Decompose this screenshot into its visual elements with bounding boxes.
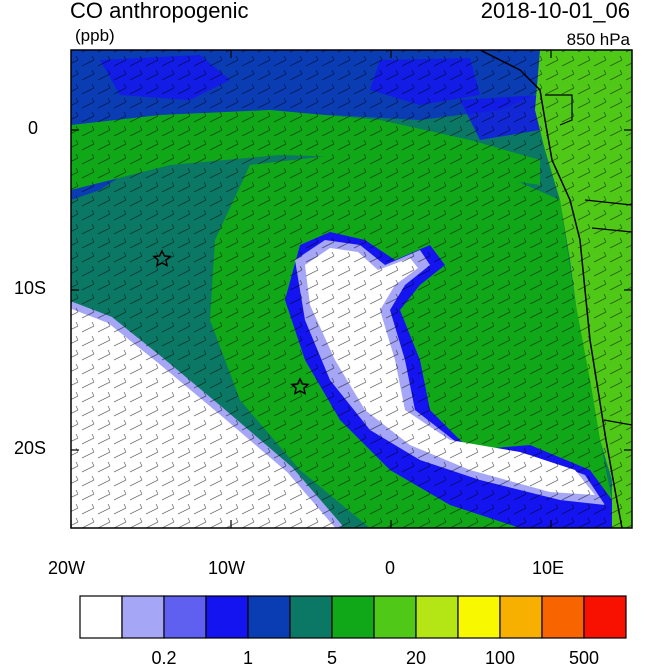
colorbar-swatch — [121, 595, 165, 639]
figure-title: CO anthropogenic — [70, 0, 249, 23]
colorbar-swatch — [163, 595, 207, 639]
colorbar-label: 0.2 — [151, 648, 177, 668]
colorbar-swatch — [205, 595, 249, 639]
lat-label-20s: 20S — [14, 438, 47, 458]
lat-label-0: 0 — [28, 118, 39, 138]
colorbar-swatch — [415, 595, 459, 639]
figure-units: (ppb) — [75, 26, 115, 45]
colorbar-label: 1 — [242, 648, 254, 668]
colorbar-label: 500 — [568, 648, 600, 668]
country-borders — [545, 94, 632, 426]
wind-barbs — [71, 50, 632, 528]
colorbar-swatch — [541, 595, 585, 639]
colorbar-swatch — [457, 595, 501, 639]
colorbar-swatch — [331, 595, 375, 639]
colorbar-swatch — [247, 595, 291, 639]
colorbar-swatch — [289, 595, 333, 639]
colorbar-label: 20 — [405, 648, 427, 668]
lon-label-20w: 20W — [48, 558, 86, 578]
colorbar-label: 100 — [484, 648, 516, 668]
station-marker-star — [290, 377, 310, 395]
axis-ticks — [70, 50, 632, 528]
plot-frame — [70, 49, 633, 529]
station-marker-star — [152, 249, 172, 267]
figure-datetime: 2018-10-01_06 — [480, 0, 630, 23]
colorbar-swatch — [79, 595, 123, 639]
colorbar-swatch — [583, 595, 627, 639]
colorbar-label: 5 — [326, 648, 338, 668]
coastline — [479, 50, 623, 528]
colorbar — [79, 595, 627, 639]
colorbar-swatch — [373, 595, 417, 639]
lat-label-10s: 10S — [14, 278, 47, 298]
co-map — [70, 49, 633, 529]
lon-label-10w: 10W — [208, 558, 246, 578]
lon-label-0: 0 — [385, 558, 396, 578]
colorbar-swatch — [499, 595, 543, 639]
lon-label-10e: 10E — [532, 558, 565, 578]
pressure-level: 850 hPa — [566, 30, 630, 49]
